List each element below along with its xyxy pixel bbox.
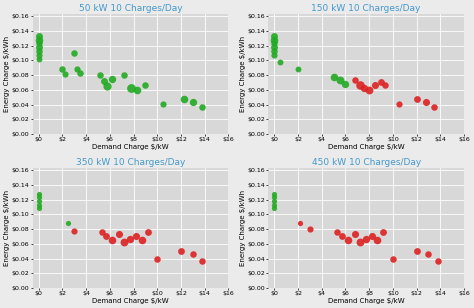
X-axis label: Demand Charge $/kW: Demand Charge $/kW: [92, 298, 169, 304]
Point: [338, 234, 346, 239]
Point: [35, 56, 43, 61]
Point: [271, 48, 278, 53]
Point: [342, 81, 349, 86]
Point: [35, 41, 43, 46]
Point: [271, 37, 278, 42]
Point: [271, 202, 278, 207]
Point: [35, 37, 43, 42]
Point: [333, 229, 341, 234]
Point: [35, 48, 43, 53]
Point: [271, 191, 278, 196]
Point: [371, 83, 379, 88]
Point: [377, 80, 385, 85]
Point: [64, 221, 72, 226]
Point: [365, 87, 373, 92]
Point: [73, 67, 81, 72]
Point: [133, 87, 141, 92]
X-axis label: Demand Charge $/kW: Demand Charge $/kW: [328, 144, 404, 150]
Y-axis label: Energy Charge $/kWh: Energy Charge $/kWh: [240, 36, 246, 112]
Point: [35, 202, 43, 207]
Point: [330, 74, 337, 79]
Point: [271, 53, 278, 58]
Point: [177, 249, 185, 253]
Point: [98, 229, 105, 234]
Point: [189, 99, 197, 104]
Point: [35, 206, 43, 211]
Title: 150 kW 10 Charges/Day: 150 kW 10 Charges/Day: [311, 4, 421, 13]
Point: [120, 73, 128, 78]
Point: [102, 234, 110, 239]
Point: [395, 101, 402, 106]
Point: [104, 84, 111, 89]
Point: [351, 232, 359, 237]
Point: [297, 221, 304, 226]
Point: [71, 51, 78, 55]
Point: [189, 252, 197, 257]
Point: [199, 104, 206, 109]
Point: [271, 45, 278, 50]
Point: [368, 234, 375, 239]
Point: [374, 238, 381, 243]
Point: [35, 53, 43, 58]
Point: [434, 258, 442, 263]
Point: [336, 78, 343, 83]
Y-axis label: Energy Charge $/kWh: Energy Charge $/kWh: [240, 190, 246, 266]
Point: [344, 238, 352, 243]
Point: [109, 238, 116, 243]
Point: [109, 76, 116, 81]
Point: [294, 67, 302, 72]
Point: [413, 97, 420, 102]
Point: [422, 99, 430, 104]
Point: [389, 256, 397, 261]
Point: [381, 83, 388, 88]
Point: [276, 59, 284, 64]
Point: [361, 85, 368, 90]
Point: [271, 195, 278, 200]
Point: [159, 101, 167, 106]
Point: [35, 45, 43, 50]
Point: [142, 82, 149, 87]
Point: [144, 229, 152, 234]
Point: [306, 227, 314, 232]
Point: [271, 41, 278, 46]
Point: [35, 195, 43, 200]
Point: [154, 256, 161, 261]
Point: [100, 79, 108, 83]
Point: [35, 34, 43, 38]
Point: [71, 228, 78, 233]
Y-axis label: Energy Charge $/kWh: Energy Charge $/kWh: [4, 36, 10, 112]
Point: [413, 249, 420, 253]
Point: [128, 85, 135, 90]
Point: [271, 34, 278, 38]
X-axis label: Demand Charge $/kW: Demand Charge $/kW: [328, 298, 404, 304]
Title: 50 kW 10 Charges/Day: 50 kW 10 Charges/Day: [79, 4, 182, 13]
Point: [351, 78, 359, 83]
Y-axis label: Energy Charge $/kWh: Energy Charge $/kWh: [4, 190, 10, 266]
Point: [126, 237, 134, 242]
Point: [271, 199, 278, 204]
Point: [271, 206, 278, 211]
Point: [138, 238, 146, 243]
Point: [120, 239, 128, 244]
Point: [425, 252, 432, 257]
Point: [35, 199, 43, 204]
Point: [132, 234, 140, 239]
Point: [356, 82, 364, 87]
Point: [61, 71, 69, 76]
Point: [362, 237, 369, 242]
Point: [35, 191, 43, 196]
Point: [356, 239, 364, 244]
Point: [380, 229, 387, 234]
Point: [181, 97, 188, 102]
Point: [76, 71, 84, 75]
Point: [116, 232, 123, 237]
Point: [97, 73, 104, 78]
Point: [59, 67, 66, 72]
Point: [430, 104, 438, 109]
X-axis label: Demand Charge $/kW: Demand Charge $/kW: [92, 144, 169, 150]
Title: 350 kW 10 Charges/Day: 350 kW 10 Charges/Day: [76, 158, 185, 167]
Point: [199, 258, 206, 263]
Title: 450 kW 10 Charges/Day: 450 kW 10 Charges/Day: [311, 158, 421, 167]
